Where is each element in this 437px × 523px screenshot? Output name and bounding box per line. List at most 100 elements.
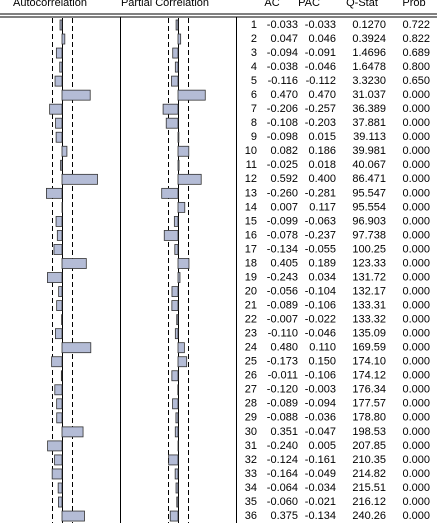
prob: 0.000 (402, 159, 430, 171)
ac-value: -0.098 (267, 131, 298, 143)
q-stat: 40.067 (352, 159, 386, 171)
q-stat: 216.12 (352, 496, 386, 508)
prob: 0.800 (402, 61, 430, 73)
q-stat: 176.34 (352, 384, 386, 396)
pac-value: -0.237 (305, 229, 336, 241)
ac-bar (56, 398, 63, 410)
pac-bar (171, 286, 179, 297)
prob: 0.000 (402, 300, 430, 312)
column-header: AC (264, 0, 279, 9)
pac-value: -0.161 (305, 454, 336, 466)
prob: 0.000 (402, 496, 430, 508)
prob: 0.000 (402, 356, 430, 368)
ac-bar (54, 454, 63, 466)
pac-value: -0.046 (305, 328, 336, 340)
pac-bar (163, 230, 179, 241)
prob: 0.000 (402, 468, 430, 480)
ac-bar (61, 258, 87, 269)
pac-bar (177, 201, 186, 213)
lag: 9 (251, 131, 257, 143)
pac-value: 0.015 (308, 131, 336, 143)
q-stat: 132.17 (352, 285, 386, 297)
ac-value: 0.470 (270, 89, 298, 101)
pac-bar (177, 145, 190, 157)
pac-bar (177, 173, 202, 185)
pac-bar (177, 258, 190, 269)
pac-value: -0.046 (305, 61, 336, 73)
prob: 0.000 (402, 201, 430, 213)
prob: 0.000 (402, 426, 430, 438)
ac-bar (58, 496, 63, 508)
pac-bar (172, 47, 179, 59)
q-stat: 95.547 (352, 187, 386, 199)
prob: 0.722 (402, 19, 430, 31)
prob: 0.000 (402, 89, 430, 101)
lag: 2 (251, 33, 257, 45)
pac-bar (165, 117, 179, 129)
lag: 28 (245, 398, 257, 410)
pac-value: -0.091 (305, 47, 336, 59)
pac-bar (174, 468, 179, 480)
lag: 11 (246, 159, 257, 171)
ac-bar (47, 272, 63, 283)
ac-value: -0.110 (268, 328, 298, 340)
lag: 33 (245, 468, 257, 480)
ac-value: 0.480 (270, 342, 298, 354)
lag: 20 (245, 285, 257, 297)
lag: 16 (245, 229, 257, 241)
lag: 35 (245, 496, 257, 508)
ac-value: 0.082 (270, 145, 298, 157)
ac-value: 0.047 (270, 33, 298, 45)
lag: 22 (245, 314, 257, 326)
prob: 0.000 (402, 271, 430, 283)
ac-value: -0.088 (267, 412, 298, 424)
prob: 0.650 (402, 75, 430, 87)
lag: 3 (251, 47, 257, 59)
lag: 25 (245, 356, 257, 368)
prob: 0.000 (402, 314, 430, 326)
prob: 0.000 (402, 243, 430, 255)
prob: 0.000 (402, 131, 430, 143)
q-stat: 95.554 (352, 201, 386, 213)
pac-bar (171, 75, 179, 87)
q-stat: 100.25 (352, 243, 386, 255)
lag: 8 (251, 117, 257, 129)
q-stat: 1.6478 (352, 61, 386, 73)
pac-value: -0.021 (305, 496, 336, 508)
q-stat: 210.35 (352, 454, 386, 466)
q-stat: 31.037 (352, 89, 386, 101)
lag: 7 (251, 103, 257, 115)
ac-bar (60, 370, 63, 382)
lag: 30 (245, 426, 257, 438)
q-stat: 36.389 (352, 103, 386, 115)
ac-value: -0.206 (267, 103, 298, 115)
ac-value: 0.007 (270, 201, 298, 213)
ac-value: -0.094 (267, 47, 298, 59)
pac-bar (177, 33, 182, 45)
pac-value: -0.003 (305, 384, 336, 396)
q-stat: 3.3230 (352, 75, 386, 87)
ac-bar (51, 356, 63, 368)
prob: 0.000 (402, 103, 430, 115)
column-header: PAC (298, 0, 320, 9)
prob: 0.000 (402, 370, 430, 382)
lag: 10 (245, 145, 257, 157)
prob: 0.000 (402, 412, 430, 424)
prob: 0.000 (402, 215, 430, 227)
ac-bar (49, 103, 63, 115)
column-header: Partial Correlation (121, 0, 209, 9)
ac-bar (55, 216, 63, 227)
ac-bar (54, 384, 63, 396)
lag: 12 (245, 173, 257, 185)
pac-bar (177, 159, 180, 171)
ac-bar (54, 75, 63, 87)
ac-value: -0.038 (267, 61, 298, 73)
ac-bar (61, 426, 84, 438)
pac-value: -0.049 (305, 468, 336, 480)
pac-value: -0.047 (305, 426, 336, 438)
prob: 0.000 (402, 328, 430, 340)
lag: 31 (245, 440, 257, 452)
pac-value: -0.034 (305, 482, 336, 494)
pac-bar (177, 342, 185, 354)
q-stat: 96.903 (352, 215, 386, 227)
